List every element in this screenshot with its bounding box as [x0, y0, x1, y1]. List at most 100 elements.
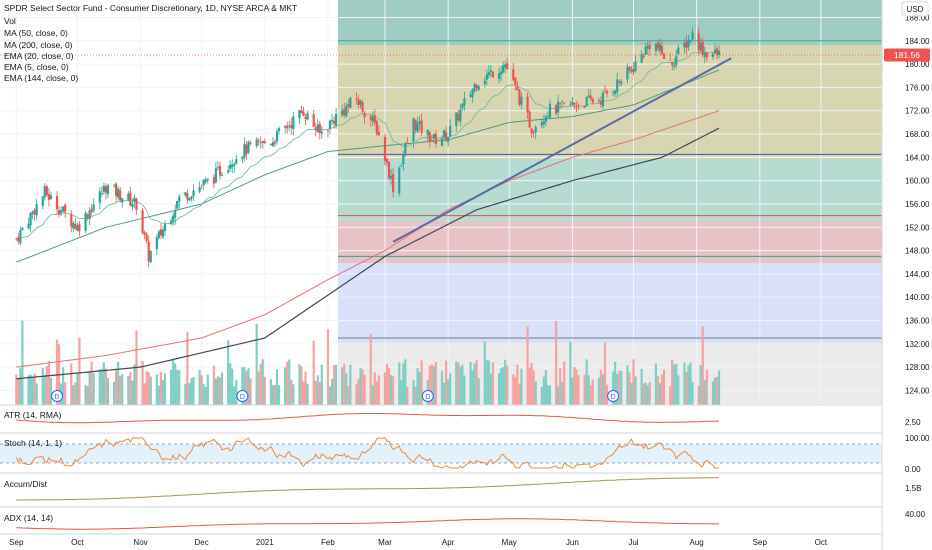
candle — [373, 109, 376, 126]
volume-bar — [477, 378, 480, 405]
candle — [434, 129, 438, 148]
candle — [485, 69, 488, 86]
volume-bar — [88, 372, 91, 405]
volume-bar — [444, 360, 448, 405]
volume-bar — [459, 366, 462, 405]
candle — [133, 194, 136, 209]
volume-bar — [642, 383, 645, 405]
volume-bar — [361, 369, 364, 405]
volume-bar — [330, 378, 334, 405]
time-tick: Mar — [378, 538, 392, 547]
volume-bar — [188, 382, 191, 405]
volume-bar — [76, 373, 79, 405]
volume-bar — [487, 360, 490, 405]
stoch-tick-top: 100.00 — [905, 434, 930, 443]
time-tick: Sep — [9, 538, 24, 547]
candle — [343, 102, 346, 118]
candle — [147, 235, 150, 267]
candle — [92, 198, 95, 213]
price-tick: 168.00 — [905, 130, 930, 139]
candle — [601, 90, 605, 110]
volume-bar — [288, 359, 291, 405]
volume-bar — [612, 371, 615, 405]
candle — [461, 103, 464, 112]
legend-ema5: EMA (5, close, 0) — [4, 62, 69, 72]
dividend-icon[interactable]: D — [607, 390, 620, 402]
price-axis[interactable]: 124.00 128.00 132.00 136.00 140.00 144.00 148.… — [905, 13, 930, 395]
stoch-tick-bottom: 0.00 — [905, 465, 921, 474]
volume-bars — [15, 320, 721, 405]
volume-bar — [512, 374, 515, 405]
candle — [19, 226, 22, 246]
price-tick: 164.00 — [905, 153, 930, 162]
candle — [235, 154, 238, 165]
adx-tick: 40.00 — [905, 510, 926, 519]
volume-bar — [318, 382, 321, 405]
volume-bar — [149, 376, 152, 405]
candle — [88, 206, 91, 226]
candle — [561, 100, 564, 108]
candle — [43, 182, 46, 201]
volume-bar — [457, 362, 460, 405]
candle — [654, 43, 657, 56]
volume-bar — [603, 342, 607, 405]
candle — [554, 103, 558, 116]
volume-bar — [249, 378, 252, 405]
volume-bar — [648, 382, 651, 405]
volume-bar — [461, 364, 464, 405]
candle — [112, 184, 116, 188]
volume-bar — [434, 362, 438, 405]
volume-bar — [43, 374, 46, 405]
volume-bar — [518, 383, 521, 405]
time-tick: Feb — [321, 538, 335, 547]
candle — [642, 53, 645, 59]
volume-bar — [497, 373, 501, 405]
dividend-icon[interactable]: D — [51, 390, 64, 402]
volume-bar — [377, 375, 380, 405]
time-tick: Jun — [566, 538, 579, 547]
candle — [457, 109, 460, 123]
volume-bar — [300, 366, 303, 405]
candle — [683, 38, 686, 54]
candle — [21, 226, 24, 231]
candle — [573, 102, 576, 110]
volume-bar — [571, 377, 574, 405]
candle — [27, 217, 30, 230]
candle — [174, 204, 177, 225]
candle — [361, 99, 364, 114]
volume-bar — [306, 383, 309, 405]
volume-bar — [29, 374, 32, 405]
candle — [499, 66, 503, 82]
volume-bar — [161, 380, 165, 405]
dividend-icon[interactable]: D — [421, 390, 434, 402]
candle — [644, 42, 647, 56]
candle — [318, 120, 321, 140]
volume-bar — [129, 371, 132, 405]
candle — [542, 114, 545, 128]
candle — [304, 113, 307, 126]
candle — [640, 50, 643, 64]
candle — [292, 111, 295, 136]
candle — [599, 96, 603, 108]
candle — [404, 142, 407, 158]
volume-bar — [514, 377, 517, 405]
volume-bar — [349, 364, 352, 405]
volume-bar — [45, 366, 48, 405]
volume-bar — [671, 359, 674, 405]
volume-bar — [416, 368, 419, 405]
candle — [699, 38, 702, 54]
adx-label: ADX (14, 14) — [4, 513, 53, 523]
trendline[interactable] — [392, 57, 732, 243]
volume-bar — [640, 368, 643, 405]
time-axis[interactable]: Sep Oct Nov Dec 2021 Feb Mar Apr May Jun Jul Aug Sep… — [9, 538, 828, 547]
volume-bar — [143, 383, 146, 405]
candle — [190, 195, 193, 202]
candle — [387, 161, 391, 181]
volume-bar — [328, 386, 332, 405]
dividend-icon[interactable]: D — [236, 390, 249, 402]
legend: SPDR Select Sector Fund - Consumer Discr… — [4, 3, 297, 83]
candle — [589, 89, 592, 102]
volume-bar — [131, 380, 134, 405]
